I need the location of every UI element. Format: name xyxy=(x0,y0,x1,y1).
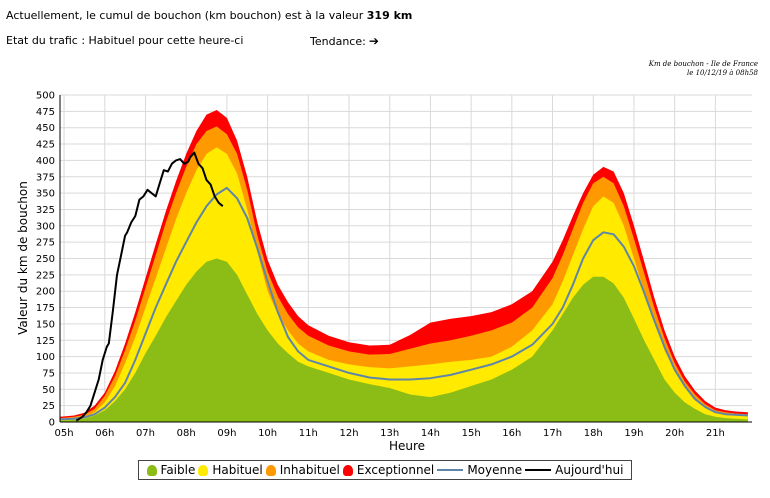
x-tick-label: 13h xyxy=(380,428,399,439)
legend-swatch xyxy=(265,464,276,476)
legend-item: Habituel xyxy=(198,463,263,477)
legend-label: Aujourd'hui xyxy=(555,463,624,477)
y-tick-label: 350 xyxy=(36,189,55,200)
y-tick-label: 300 xyxy=(36,221,55,232)
y-tick-label: 225 xyxy=(36,270,55,281)
x-tick-label: 06h xyxy=(95,428,114,439)
y-tick-label: 150 xyxy=(36,319,55,330)
legend-swatch xyxy=(342,464,353,476)
x-tick-label: 07h xyxy=(136,428,155,439)
legend-swatch xyxy=(198,464,209,476)
legend-item: Aujourd'hui xyxy=(525,463,623,477)
y-tick-label: 75 xyxy=(42,368,55,379)
x-tick-label: 09h xyxy=(217,428,236,439)
tendance: Tendance: ➔ xyxy=(310,34,379,48)
x-tick-label: 21h xyxy=(706,428,725,439)
x-tick-label: 10h xyxy=(258,428,277,439)
y-tick-label: 475 xyxy=(36,107,55,118)
x-tick-label: 05h xyxy=(55,428,74,439)
x-tick-label: 17h xyxy=(543,428,562,439)
chart-areas xyxy=(60,110,748,423)
y-tick-label: 500 xyxy=(36,91,55,102)
y-axis-label: Valeur du km de bouchon xyxy=(16,181,30,335)
area-faible xyxy=(60,258,748,422)
chart-note-date: le 10/12/19 à 08h58 xyxy=(687,69,758,77)
y-tick-label: 325 xyxy=(36,205,55,216)
x-tick-label: 16h xyxy=(502,428,521,439)
arrow-right-icon: ➔ xyxy=(368,34,379,48)
y-tick-label: 175 xyxy=(36,303,55,314)
legend-label: Faible xyxy=(160,463,196,477)
x-tick-label: 08h xyxy=(177,428,196,439)
y-tick-label: 425 xyxy=(36,140,55,151)
chart-lines xyxy=(59,151,748,422)
x-tick-label: 12h xyxy=(339,428,358,439)
y-tick-label: 275 xyxy=(36,238,55,249)
legend-label: Moyenne xyxy=(467,463,523,477)
chart-note-title: Km de bouchon - Ile de France xyxy=(648,60,758,68)
x-tick-label: 15h xyxy=(462,428,481,439)
legend-line-swatch xyxy=(525,469,552,471)
y-tick-label: 0 xyxy=(49,418,55,429)
current-value: 319 km xyxy=(366,9,413,22)
trafic-state-text: Etat du trafic : Habituel pour cette heu… xyxy=(6,34,244,47)
y-tick-label: 25 xyxy=(42,401,55,412)
legend-item: Moyenne xyxy=(437,463,522,477)
trafic-state: Etat du trafic : Habituel pour cette heu… xyxy=(6,34,243,47)
y-tick-label: 125 xyxy=(36,336,55,347)
x-tick-label: 19h xyxy=(624,428,643,439)
chart-legend: Faible Habituel Inhabituel Exceptionnel Moye… xyxy=(138,460,632,480)
status-line: Actuellement, le cumul de bouchon (km bo… xyxy=(6,9,412,22)
x-tick-label: 14h xyxy=(421,428,440,439)
x-tick-label: 18h xyxy=(584,428,603,439)
y-tick-label: 450 xyxy=(36,123,55,134)
x-axis-label: Heure xyxy=(389,439,425,453)
legend-item: Exceptionnel xyxy=(342,463,435,477)
y-tick-label: 400 xyxy=(36,156,55,167)
chart-axes: 0 25 50 75 100 125 150 175 200 225 250 275 300 325 350… xyxy=(36,91,752,439)
legend-label: Exceptionnel xyxy=(356,463,435,477)
legend-label: Inhabituel xyxy=(279,463,340,477)
y-tick-label: 375 xyxy=(36,172,55,183)
legend-swatch xyxy=(146,464,157,476)
y-tick-label: 50 xyxy=(42,385,55,396)
tendance-label: Tendance: xyxy=(310,35,366,48)
line-aujourdhui xyxy=(75,151,224,422)
status-text: Actuellement, le cumul de bouchon (km bo… xyxy=(6,9,364,22)
y-tick-label: 250 xyxy=(36,254,55,265)
x-tick-label: 11h xyxy=(299,428,318,439)
legend-item: Inhabituel xyxy=(265,463,340,477)
line-moyenne xyxy=(59,186,748,421)
y-tick-label: 200 xyxy=(36,287,55,298)
y-tick-label: 100 xyxy=(36,352,55,363)
x-tick-label: 20h xyxy=(665,428,684,439)
legend-label: Habituel xyxy=(212,463,263,477)
legend-line-swatch xyxy=(437,469,464,471)
legend-item: Faible xyxy=(146,463,196,477)
